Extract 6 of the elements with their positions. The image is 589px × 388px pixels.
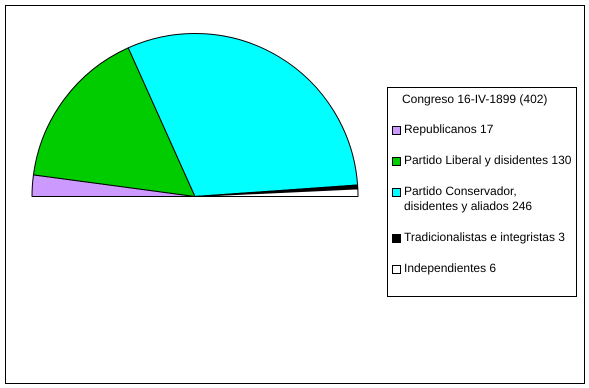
legend-label: Tradicionalistas e integristas 3 [404,230,565,245]
legend-label: Partido Liberal y disidentes 130 [404,153,572,168]
legend-label: Independientes 6 [404,261,496,276]
legend-label: Partido Conservador, disidentes y aliados 246 [404,184,534,214]
legend-title: Congreso 16-IV-1899 (402) [402,92,548,106]
legend-label: Republicanos 17 [404,122,494,137]
